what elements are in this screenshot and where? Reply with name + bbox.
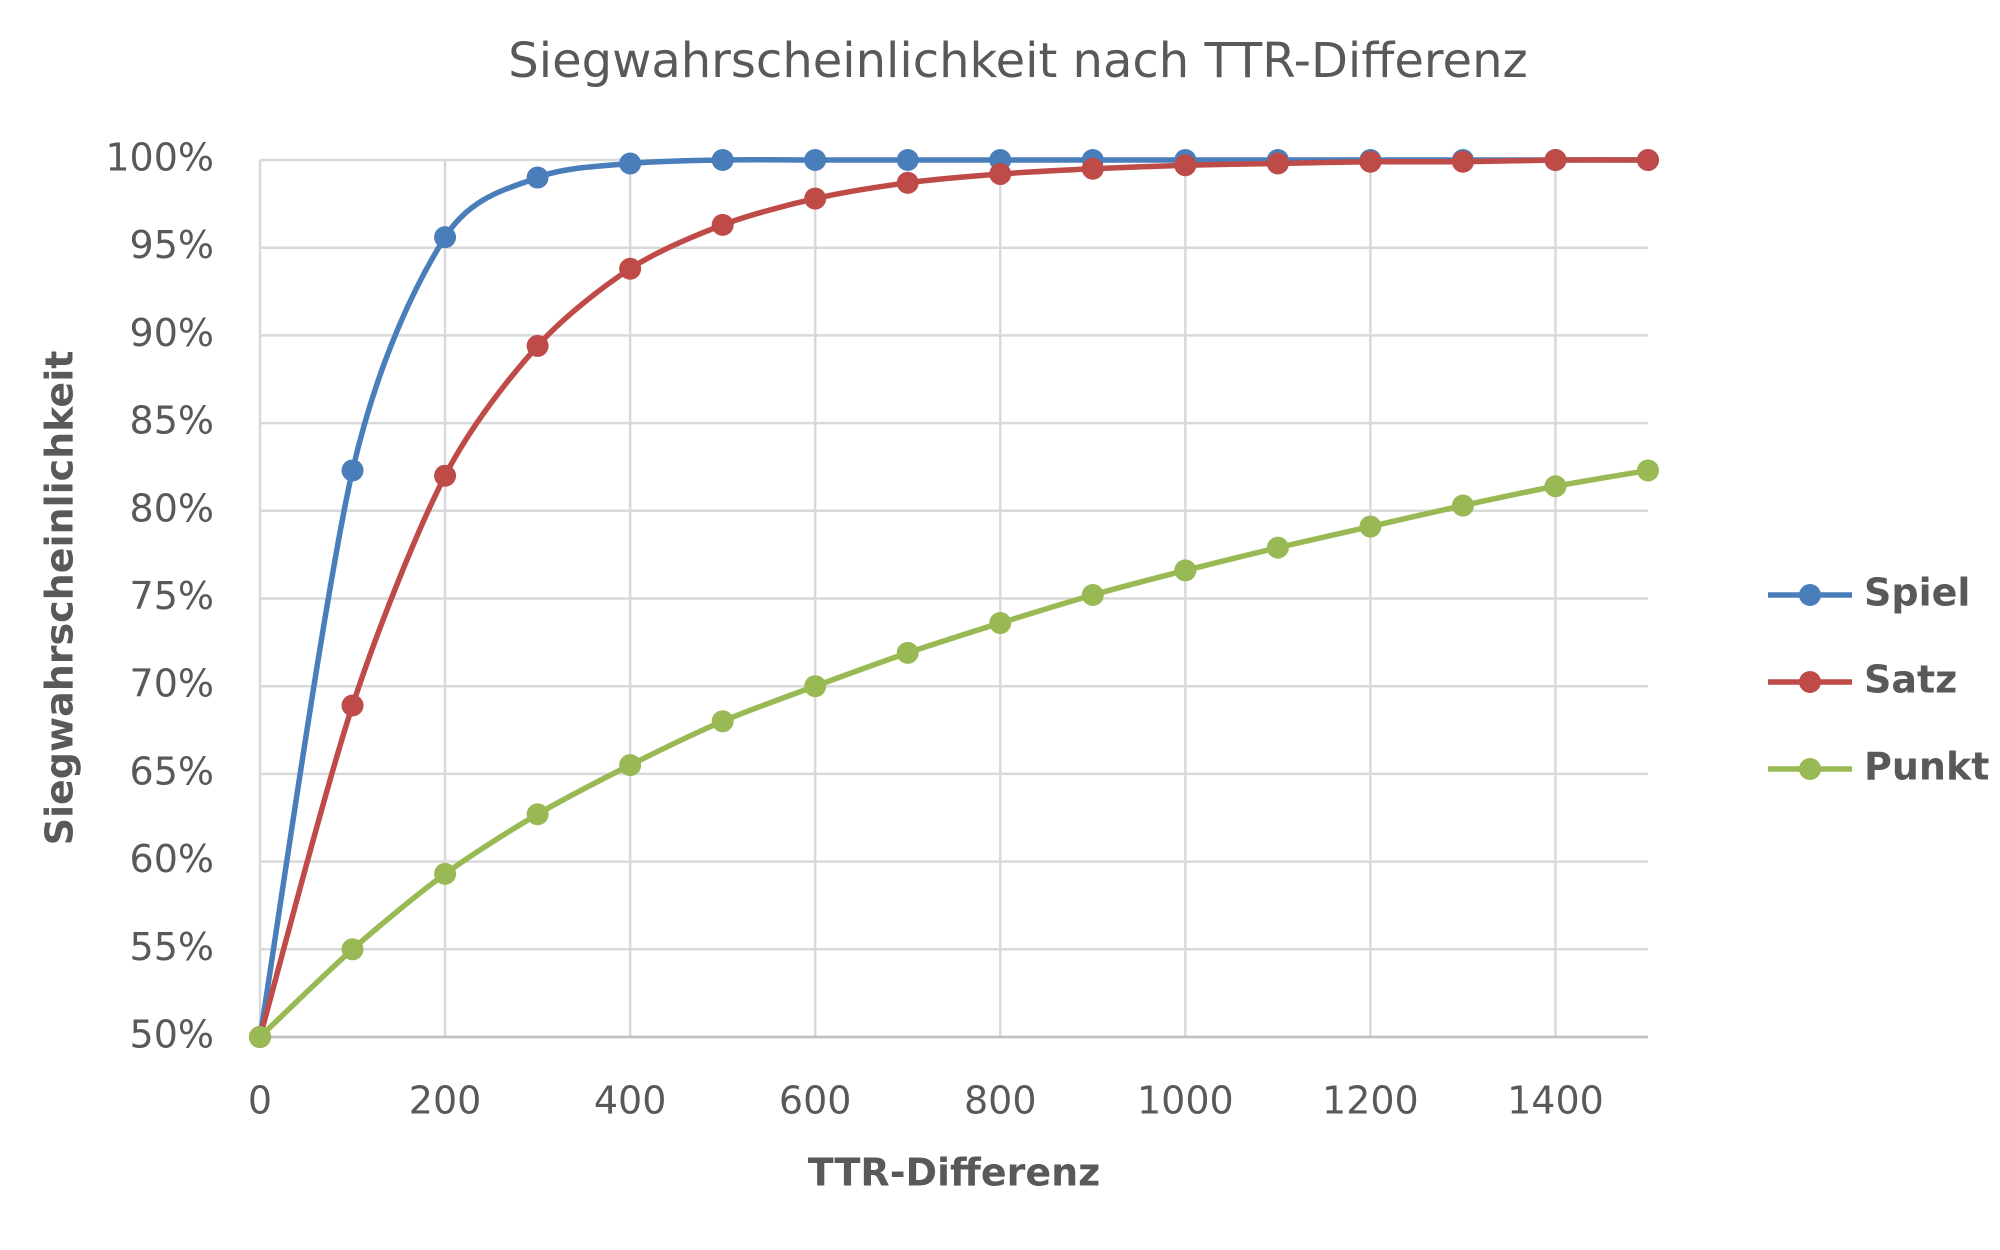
legend-label: Satz [1864, 658, 1957, 702]
data-point [526, 334, 549, 357]
series-line [257, 157, 1649, 1038]
x-tick-label: 1400 [1507, 1079, 1604, 1123]
legend-marker [1799, 671, 1821, 693]
y-tick-label: 95% [130, 223, 214, 267]
data-point [1637, 459, 1659, 482]
data-point [989, 163, 1012, 186]
legend-marker [1799, 758, 1821, 780]
data-point [1544, 475, 1567, 498]
x-tick-label: 600 [779, 1079, 852, 1123]
data-point [434, 464, 457, 487]
data-point [804, 149, 827, 171]
data-point [249, 1026, 271, 1048]
y-tick-label: 75% [130, 574, 214, 618]
data-point [1266, 536, 1289, 559]
data-point [619, 152, 642, 175]
data-point [1544, 149, 1567, 171]
x-tick-label: 0 [248, 1079, 272, 1123]
data-point [1359, 150, 1382, 173]
x-tick-label: 800 [964, 1079, 1037, 1123]
x-tick-label: 400 [594, 1079, 667, 1123]
data-point [341, 694, 364, 717]
data-point [711, 710, 734, 733]
chart-title: Siegwahrscheinlichkeit nach TTR-Differen… [508, 33, 1527, 89]
data-point [896, 149, 919, 171]
y-tick-label: 100% [105, 136, 214, 180]
data-point [896, 171, 919, 194]
data-point [1451, 494, 1474, 517]
y-axis-label: Siegwahrscheinlichkeit [38, 351, 82, 846]
y-tick-label: 85% [130, 399, 214, 443]
y-tick-label: 55% [130, 925, 214, 969]
data-point [1081, 157, 1104, 180]
y-tick-label: 65% [130, 749, 214, 793]
legend-marker [1799, 584, 1821, 606]
y-tick-label: 70% [130, 662, 214, 706]
data-point [804, 187, 827, 210]
data-point [1081, 583, 1104, 606]
data-point [1451, 150, 1474, 173]
data-point [896, 641, 919, 664]
data-point [1637, 149, 1659, 171]
data-point [434, 862, 457, 885]
data-point [804, 675, 827, 698]
x-tick-label: 200 [409, 1079, 482, 1123]
series-line [258, 467, 1649, 1039]
data-point [1266, 152, 1289, 175]
data-point [434, 226, 457, 249]
data-point [619, 257, 642, 280]
data-point [711, 213, 734, 236]
data-point [1174, 154, 1197, 177]
data-point [341, 938, 364, 961]
y-tick-label: 90% [130, 311, 214, 355]
x-tick-label: 1000 [1137, 1079, 1234, 1123]
y-tick-label: 50% [130, 1013, 214, 1057]
y-tick-label: 80% [130, 486, 214, 530]
x-tick-label: 1200 [1322, 1079, 1419, 1123]
data-point [1174, 559, 1197, 582]
data-point [619, 754, 642, 777]
data-point [526, 166, 549, 189]
data-point [989, 612, 1012, 635]
data-point [711, 149, 734, 171]
data-point [341, 459, 364, 482]
data-point [526, 803, 549, 826]
legend-label: Spiel [1864, 571, 1970, 615]
legend-label: Punkt [1864, 745, 1989, 789]
x-axis-label: TTR-Differenz [808, 1151, 1101, 1195]
y-tick-label: 60% [130, 837, 214, 881]
data-point [1359, 515, 1382, 538]
